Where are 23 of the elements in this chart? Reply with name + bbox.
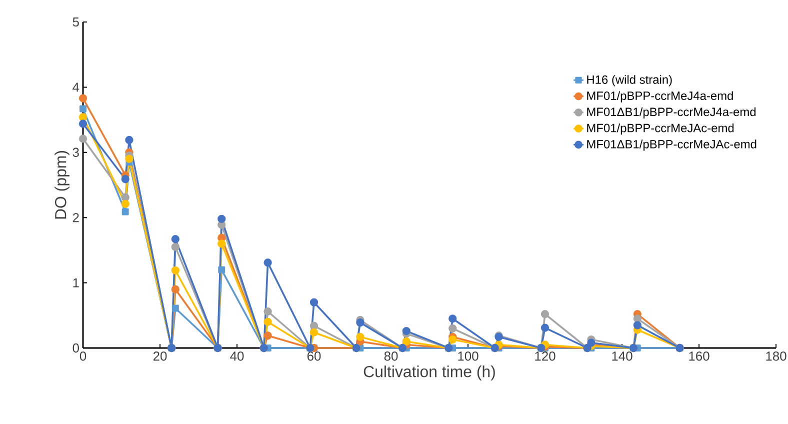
y-axis-title: DO (ppm) <box>54 151 70 219</box>
x-tick-label: 120 <box>535 352 556 361</box>
y-tick-label: 0 <box>72 343 79 353</box>
x-tick-label: 60 <box>307 352 321 361</box>
x-tick-label: 180 <box>766 352 786 361</box>
y-tick-label: 5 <box>72 17 79 27</box>
x-tick-label: 100 <box>458 352 478 361</box>
legend-label: H16 (wild strain) <box>587 75 672 86</box>
legend-label: MF01/pBPP-ccrMeJ4a-emd <box>587 91 733 102</box>
x-tick-label: 0 <box>80 352 86 361</box>
y-tick-label: 1 <box>73 278 79 288</box>
x-tick-label: 20 <box>153 352 167 361</box>
x-axis-title: Cultivation time (h) <box>364 366 495 380</box>
legend-label: MF01ΔB1/pBPP-ccrMeJ4a-emd <box>587 107 756 118</box>
x-tick-label: 160 <box>689 352 710 361</box>
x-tick-label: 140 <box>612 352 632 361</box>
legend-label: MF01ΔB1/pBPP-ccrMeJAc-emd <box>587 140 756 151</box>
x-tick-label: 40 <box>230 352 244 361</box>
x-tick-label: 80 <box>384 352 398 361</box>
y-tick-label: 3 <box>72 148 79 157</box>
y-tick-label: 2 <box>72 213 79 222</box>
legend-label: MF01/pBPP-ccrMeJAc-emd <box>587 123 734 135</box>
y-tick-label: 4 <box>72 82 80 92</box>
